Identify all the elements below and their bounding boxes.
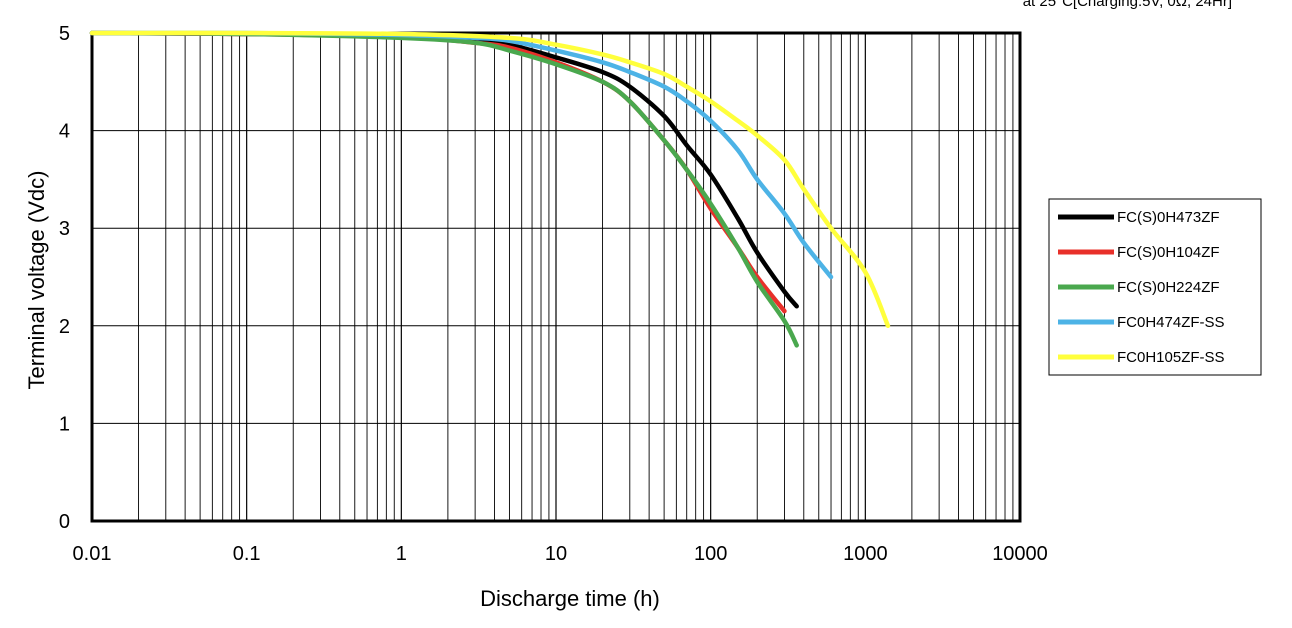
- chart-annotation: at 25°C[Charging:5V, 0Ω, 24Hr]: [1023, 0, 1232, 10]
- x-axis-title: Discharge time (h): [480, 586, 660, 611]
- y-tick-label: 1: [59, 413, 70, 435]
- series-line: [89, 30, 834, 280]
- x-tick-label: 10: [545, 543, 567, 565]
- series-line: [89, 30, 799, 348]
- grid: [91, 33, 1020, 521]
- x-tick-label: 1: [396, 543, 407, 565]
- y-tick-label: 2: [59, 316, 70, 338]
- x-tick-label: 10000: [992, 543, 1048, 565]
- series-line: [89, 30, 891, 329]
- y-axis-ticks: 0 1 2 3 4 5: [59, 23, 70, 533]
- y-axis-title: Terminal voltage (Vdc): [24, 171, 49, 390]
- legend-label: FC(S)0H473ZF: [1117, 209, 1220, 226]
- x-tick-label: 0.01: [73, 543, 112, 565]
- series-line: [89, 30, 799, 309]
- legend: FC(S)0H473ZF FC(S)0H104ZF FC(S)0H224ZF FC0H…: [1048, 198, 1262, 376]
- plot-frame: [90, 31, 1022, 523]
- x-tick-label: 100: [694, 543, 727, 565]
- x-axis-ticks: 0.01 0.1 1 10 100 1000 10000: [73, 543, 1048, 565]
- legend-label: FC0H105ZF-SS: [1117, 349, 1225, 366]
- y-tick-label: 3: [59, 218, 70, 240]
- legend-label: FC(S)0H224ZF: [1117, 279, 1220, 296]
- x-tick-label: 0.1: [233, 543, 261, 565]
- legend-label: FC0H474ZF-SS: [1117, 314, 1225, 331]
- series-layer: [89, 30, 891, 348]
- series-line: [89, 30, 787, 314]
- y-tick-label: 4: [59, 121, 70, 143]
- y-tick-label: 5: [59, 23, 70, 45]
- legend-label: FC(S)0H104ZF: [1117, 244, 1220, 261]
- x-tick-label: 1000: [843, 543, 888, 565]
- y-tick-label: 0: [59, 511, 70, 533]
